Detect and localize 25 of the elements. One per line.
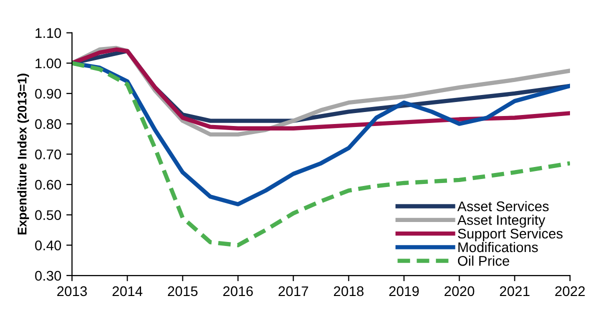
x-tick-label: 2020 [444,286,474,296]
legend-label: Modifications [458,242,538,252]
x-tick-label: 2019 [389,286,419,296]
y-tick-label: 0.60 [35,180,62,190]
x-tick-label: 2022 [555,286,585,296]
x-tick-label: 2013 [57,286,87,296]
y-tick-label: 0.70 [35,149,62,160]
legend-label: Asset Services [457,201,549,212]
y-tick-label: 1.00 [36,58,62,68]
x-tick-label: 2017 [278,286,308,296]
y-tick-label: 0.40 [35,240,62,250]
legend-label: Support Services [458,228,563,242]
x-tick-label: 2014 [112,286,142,296]
x-tick-label: 2021 [500,286,530,296]
legend-label: Asset Integrity [457,214,546,228]
x-tick-label: 2016 [223,286,253,296]
x-tick-label: 2018 [334,286,364,296]
y-tick-label: 0.80 [35,119,62,129]
y-tick-label: 0.90 [35,88,62,99]
y-axis-title: Expenditure Index (2013=1) [17,74,29,234]
x-tick-label: 2015 [168,286,198,296]
y-tick-label: 0.50 [35,210,62,220]
legend-label: Oil Price [458,256,510,266]
y-tick-label: 1.10 [36,28,62,38]
y-tick-label: 0.30 [35,270,62,281]
